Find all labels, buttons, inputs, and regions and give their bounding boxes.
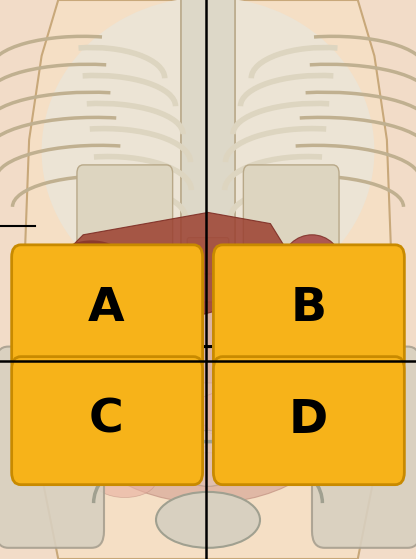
Ellipse shape	[175, 453, 241, 486]
FancyBboxPatch shape	[77, 165, 173, 260]
FancyBboxPatch shape	[312, 347, 416, 548]
Ellipse shape	[67, 369, 141, 414]
Ellipse shape	[94, 464, 156, 498]
Ellipse shape	[179, 430, 237, 486]
Polygon shape	[50, 212, 291, 324]
Ellipse shape	[156, 492, 260, 548]
Text: B: B	[291, 286, 327, 331]
FancyBboxPatch shape	[213, 245, 404, 373]
FancyBboxPatch shape	[0, 347, 104, 548]
FancyBboxPatch shape	[12, 357, 203, 485]
Text: A: A	[88, 286, 124, 331]
Ellipse shape	[283, 235, 341, 291]
FancyBboxPatch shape	[187, 238, 229, 383]
FancyBboxPatch shape	[213, 357, 404, 485]
Text: C: C	[89, 398, 124, 443]
Ellipse shape	[191, 391, 266, 436]
Ellipse shape	[67, 302, 349, 503]
Ellipse shape	[121, 416, 212, 456]
Polygon shape	[25, 0, 391, 559]
Text: D: D	[289, 398, 328, 443]
FancyBboxPatch shape	[243, 165, 339, 260]
Ellipse shape	[46, 240, 137, 319]
Ellipse shape	[262, 282, 304, 321]
Ellipse shape	[42, 0, 374, 305]
FancyBboxPatch shape	[181, 0, 235, 274]
FancyBboxPatch shape	[12, 245, 203, 373]
